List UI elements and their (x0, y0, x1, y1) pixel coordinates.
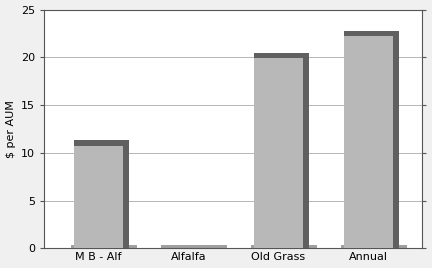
Bar (341, 245, 407, 248)
Bar (350, 34, 399, 248)
Bar (71, 245, 137, 248)
Bar (260, 55, 309, 248)
Y-axis label: $ per AUM: $ per AUM (6, 100, 16, 158)
Bar (254, 53, 309, 58)
Bar (251, 245, 318, 248)
Bar (254, 55, 303, 248)
Bar (343, 31, 399, 36)
Bar (73, 143, 123, 248)
Bar (80, 143, 129, 248)
Bar (161, 245, 227, 248)
Bar (343, 34, 393, 248)
Bar (73, 140, 129, 146)
